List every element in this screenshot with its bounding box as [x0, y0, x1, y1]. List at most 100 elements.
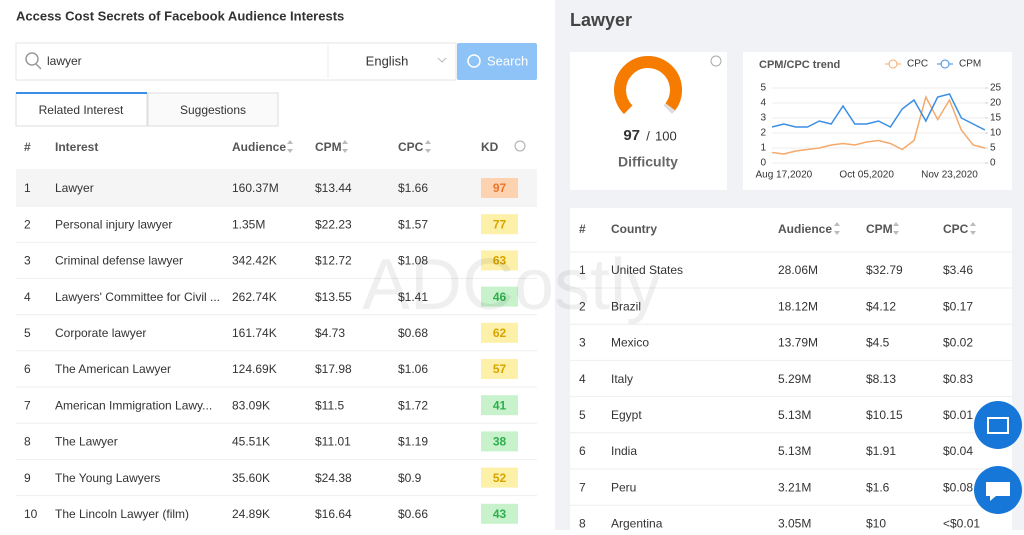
y2-tick-label: 20 — [990, 98, 1002, 109]
cell: $10 — [866, 517, 886, 530]
cell: 6 — [24, 362, 31, 376]
cell: United States — [611, 263, 683, 277]
cell: $0.68 — [398, 326, 428, 340]
info-icon[interactable] — [710, 55, 722, 67]
kd-badge — [481, 395, 518, 416]
column-header: CPC — [943, 222, 969, 236]
cell: Corporate lawyer — [55, 326, 146, 340]
kd-value: 38 — [493, 435, 507, 449]
cell: $12.72 — [315, 254, 352, 268]
cell: 5 — [24, 326, 31, 340]
cell: $4.12 — [866, 299, 896, 313]
kd-value: 63 — [493, 254, 507, 268]
cell: $1.57 — [398, 217, 428, 231]
cell: 45.51K — [232, 435, 270, 449]
kd-badge — [481, 431, 518, 452]
cell: Lawyer — [55, 181, 94, 195]
gift-icon — [987, 417, 1009, 434]
cell: 7 — [24, 398, 31, 412]
kd-badge — [481, 286, 518, 307]
cell: $1.91 — [866, 444, 896, 458]
column-header: CPM — [866, 222, 893, 236]
kd-badge — [481, 178, 518, 198]
cell: Personal injury lawyer — [55, 217, 172, 231]
cell: 83.09K — [232, 398, 270, 412]
y-tick-label: 3 — [760, 113, 766, 124]
cell: $1.06 — [398, 362, 428, 376]
kd-value: 57 — [493, 362, 507, 376]
search-button-label[interactable]: Search — [487, 53, 528, 68]
cell: India — [611, 444, 637, 458]
cell: 5 — [579, 408, 586, 422]
column-header: Audience — [232, 140, 286, 154]
cell: 9 — [24, 471, 31, 485]
kd-value: 77 — [493, 217, 507, 231]
kd-value: 46 — [493, 290, 507, 304]
cell: Mexico — [611, 336, 649, 350]
y2-tick-label: 15 — [990, 113, 1002, 124]
kd-badge — [481, 214, 518, 235]
country-card — [570, 208, 1012, 530]
cell: 3 — [579, 336, 586, 350]
search-query[interactable]: lawyer — [47, 54, 82, 68]
search-box[interactable] — [15, 42, 457, 81]
cell: 6 — [579, 444, 586, 458]
difficulty-score: 97 — [623, 127, 640, 144]
cell: 342.42K — [232, 254, 277, 268]
series-line — [771, 94, 986, 155]
cell: 161.74K — [232, 326, 277, 340]
column-header: KD — [481, 140, 499, 154]
row-highlight — [16, 170, 537, 206]
cell: The American Lawyer — [55, 362, 171, 376]
kd-badge — [481, 359, 518, 379]
column-header: Audience — [778, 222, 832, 236]
search-icon — [467, 54, 481, 68]
y2-tick-label: 0 — [990, 158, 996, 169]
cell: $1.08 — [398, 254, 428, 268]
cell: 4 — [24, 290, 31, 304]
cell: Criminal defense lawyer — [55, 254, 183, 268]
cell: 7 — [579, 480, 586, 494]
language-select[interactable]: English — [366, 53, 409, 68]
cell: The Young Lawyers — [55, 471, 160, 485]
legend-label: CPM — [959, 59, 981, 70]
tab[interactable]: Suggestions — [180, 103, 246, 117]
kd-badge — [481, 503, 518, 524]
difficulty-max: 100 — [655, 128, 677, 143]
dropdown-arrow — [437, 57, 447, 63]
cell: 5.13M — [778, 408, 811, 422]
chart-title: CPM/CPC trend — [759, 59, 840, 71]
tab[interactable] — [147, 92, 279, 127]
cell: Egypt — [611, 408, 642, 422]
difficulty-label: Difficulty — [618, 154, 678, 170]
search-icon — [35, 63, 42, 70]
y2-tick-label: 25 — [990, 83, 1002, 94]
sort-icon — [425, 140, 431, 153]
cell: $22.23 — [315, 217, 352, 231]
cell: 5.13M — [778, 444, 811, 458]
cell: $11.5 — [315, 398, 344, 412]
cell: 160.37M — [232, 181, 279, 195]
cell: $17.98 — [315, 362, 352, 376]
search-button[interactable] — [457, 43, 537, 80]
cell: 8 — [24, 435, 31, 449]
y-tick-label: 2 — [760, 128, 766, 139]
gift-button[interactable] — [974, 401, 1022, 449]
chat-icon — [986, 482, 1010, 501]
difficulty-separator: / — [646, 128, 650, 143]
cell: $10.15 — [866, 408, 903, 422]
tab[interactable]: Related Interest — [39, 103, 124, 117]
cell: $1.6 — [866, 480, 890, 494]
cell: Italy — [611, 372, 633, 386]
cell: 1 — [24, 181, 31, 195]
cell: American Immigration Lawy... — [55, 398, 212, 412]
cell: $0.9 — [398, 471, 422, 485]
cell: $13.44 — [315, 181, 352, 195]
x-tick-label: Oct 05,2020 — [839, 170, 894, 181]
legend-label: CPC — [907, 59, 928, 70]
cell: $0.02 — [943, 336, 973, 350]
cell: 262.74K — [232, 290, 277, 304]
cell: 3.05M — [778, 517, 811, 530]
y2-tick-label: 10 — [990, 128, 1002, 139]
